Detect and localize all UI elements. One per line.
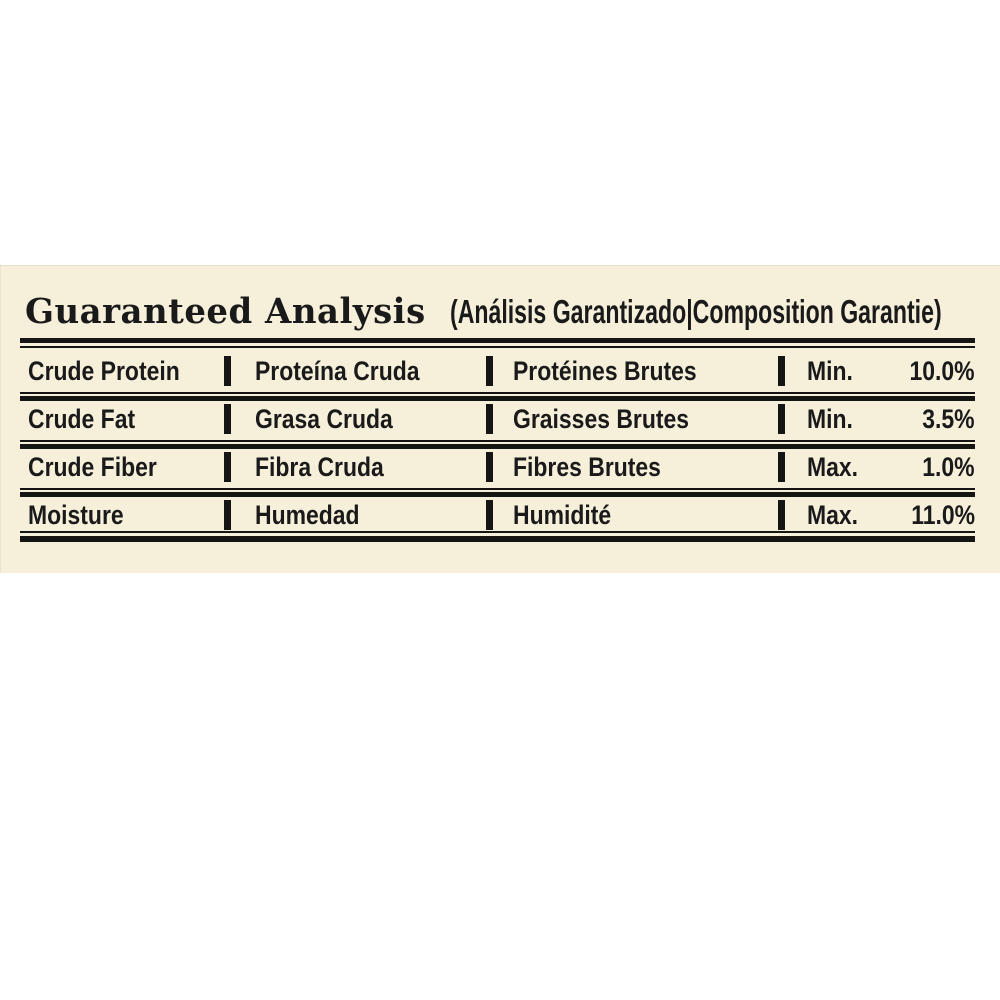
guaranteed-analysis-panel: Guaranteed Analysis (Análisis Garantizad… <box>0 265 1000 573</box>
column-divider <box>486 356 493 386</box>
limit-type: Max. <box>807 500 859 530</box>
nutrient-value: 1.0% <box>922 452 975 482</box>
limit-type: Max. <box>807 452 859 482</box>
limit-type: Min. <box>807 356 853 386</box>
row-separator-thin <box>20 392 975 394</box>
table-row-moisture: Moisture Humedad Humidité Max. 11.0% <box>20 497 975 533</box>
column-divider <box>224 500 231 530</box>
nutrient-name-es: Fibra Cruda <box>255 452 384 482</box>
nutrient-name-fr: Graisses Brutes <box>513 404 690 434</box>
nutrient-name-fr: Protéines Brutes <box>513 356 697 386</box>
nutrient-name-fr: Humidité <box>513 500 612 530</box>
nutrient-name-es: Proteína Cruda <box>255 356 420 386</box>
row-separator-thick <box>20 492 975 497</box>
nutrient-name-fr: Fibres Brutes <box>513 452 661 482</box>
title-underline-thick <box>20 338 975 343</box>
column-divider <box>224 404 231 434</box>
column-divider <box>778 500 785 530</box>
bottom-rule-thick <box>20 536 975 542</box>
nutrient-value: 11.0% <box>911 500 975 530</box>
row-separator-thin <box>20 440 975 442</box>
title-underline-thin <box>20 346 975 348</box>
nutrient-name-en: Crude Protein <box>28 356 180 386</box>
column-divider <box>778 452 785 482</box>
row-separator-thin <box>20 488 975 490</box>
column-divider <box>224 452 231 482</box>
nutrient-value: 3.5% <box>922 404 975 434</box>
limit-type: Min. <box>807 404 853 434</box>
row-separator-thick <box>20 444 975 449</box>
table-row-crude-fiber: Crude Fiber Fibra Cruda Fibres Brutes Ma… <box>20 449 975 485</box>
column-divider <box>224 356 231 386</box>
nutrient-name-en: Moisture <box>28 500 124 530</box>
table-row-crude-fat: Crude Fat Grasa Cruda Graisses Brutes Mi… <box>20 401 975 437</box>
column-divider <box>486 500 493 530</box>
column-divider <box>778 356 785 386</box>
column-divider <box>778 404 785 434</box>
nutrient-name-es: Humedad <box>255 500 360 530</box>
nutrient-name-en: Crude Fat <box>28 404 136 434</box>
nutrient-value: 10.0% <box>909 356 975 386</box>
nutrient-name-es: Grasa Cruda <box>255 404 393 434</box>
panel-title: Guaranteed Analysis (Análisis Garantizad… <box>25 291 1000 332</box>
nutrient-name-en: Crude Fiber <box>28 452 157 482</box>
column-divider <box>486 404 493 434</box>
bottom-rule-thin <box>20 531 975 533</box>
title-translations: (Análisis Garantizado|Composition Garant… <box>450 293 942 330</box>
column-divider <box>486 452 493 482</box>
title-english: Guaranteed Analysis <box>25 291 426 332</box>
table-row-crude-protein: Crude Protein Proteína Cruda Protéines B… <box>20 353 975 389</box>
row-separator-thick <box>20 396 975 401</box>
